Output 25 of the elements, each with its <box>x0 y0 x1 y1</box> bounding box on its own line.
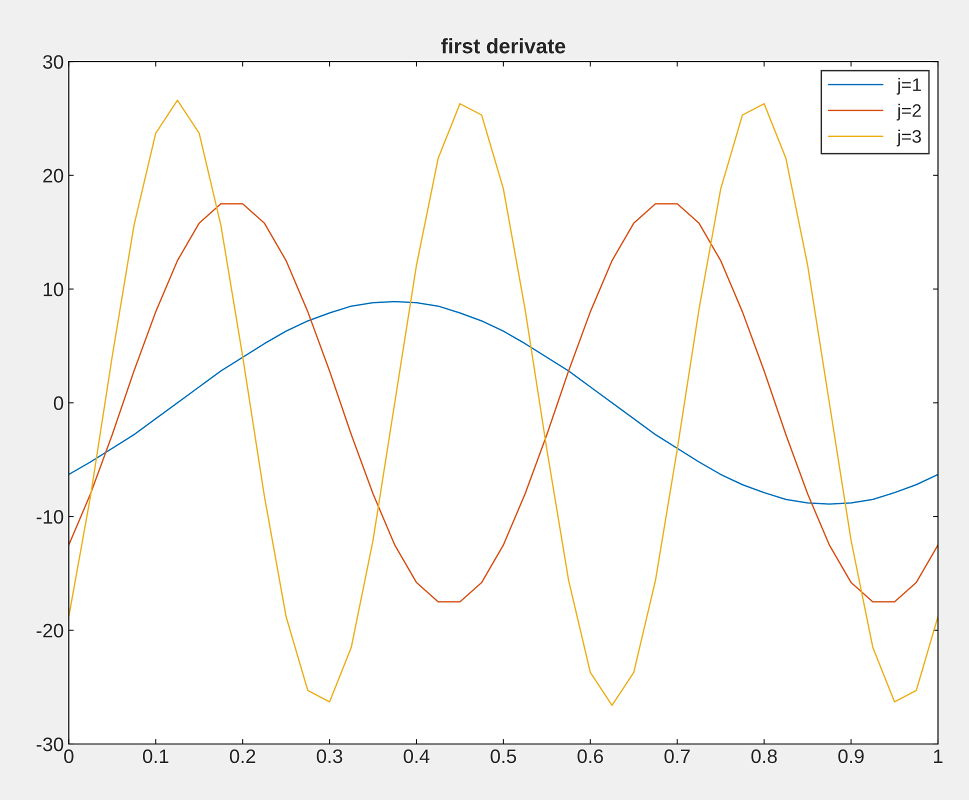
legend-label: j=1 <box>896 78 921 95</box>
x-tick-label: 0.3 <box>316 749 342 764</box>
y-tick-label: -20 <box>36 624 64 638</box>
line-series <box>68 203 938 603</box>
legend-label: j=3 <box>896 130 921 146</box>
x-tick-label: 0 <box>64 749 74 764</box>
x-tick-label: 0.6 <box>578 749 603 764</box>
x-tick-label: 0.5 <box>490 749 516 764</box>
legend-label: j=2 <box>896 104 921 121</box>
line-series <box>68 100 938 706</box>
x-tick-label: 0.2 <box>230 749 256 764</box>
x-tick-label: 0.7 <box>664 749 690 764</box>
x-tick-label: 0.1 <box>142 749 168 764</box>
x-tick-label: 1 <box>934 750 942 763</box>
line-series <box>68 300 938 505</box>
y-tick-label: 0 <box>54 396 64 410</box>
y-tick-label: 10 <box>44 282 64 296</box>
y-tick-label: 20 <box>43 168 64 183</box>
y-tick-label: -30 <box>36 737 64 752</box>
y-tick-label: -10 <box>36 510 64 524</box>
y-tick-label: 30 <box>43 55 64 69</box>
chart-title: first derivate <box>441 38 566 54</box>
x-tick-label: 0.4 <box>404 749 430 764</box>
x-tick-label: 0.9 <box>838 749 864 764</box>
x-tick-label: 0.8 <box>751 749 777 764</box>
